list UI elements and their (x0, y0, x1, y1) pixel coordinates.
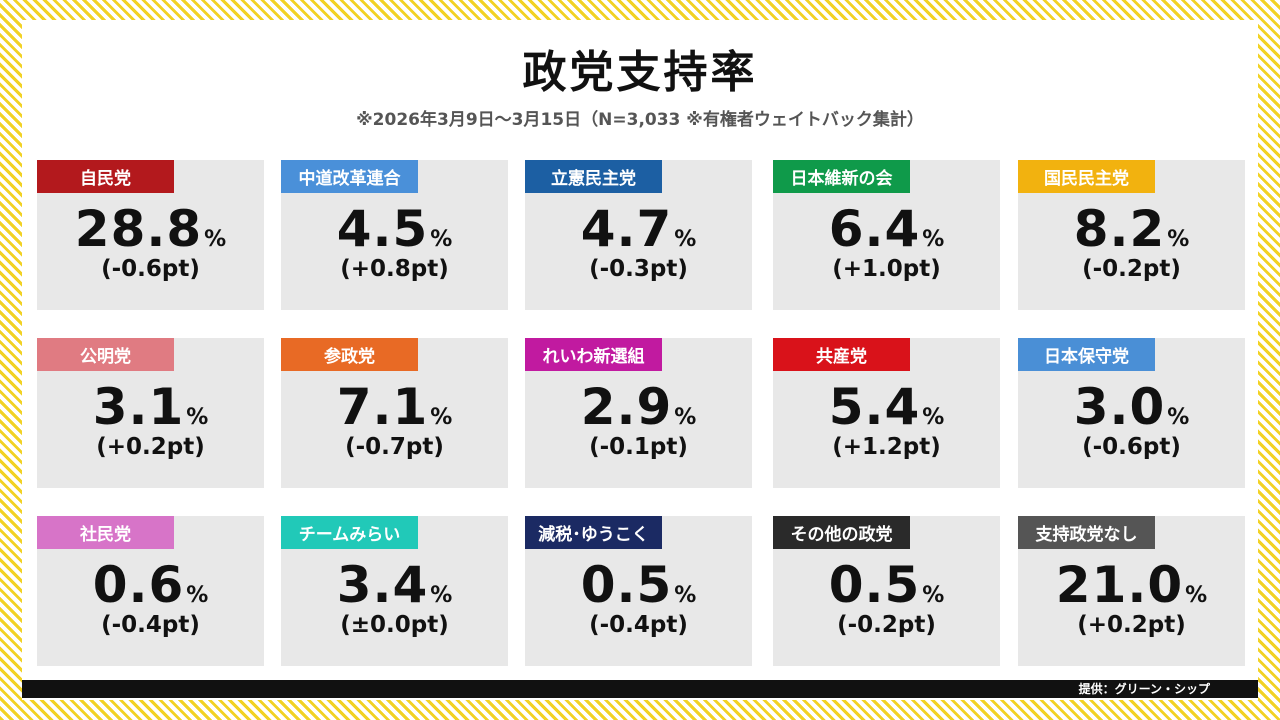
party-card: 自民党 28.8% (-0.6pt) (37, 160, 264, 310)
percent-sign: % (674, 405, 697, 430)
percent-sign: % (674, 227, 697, 252)
change-from-previous: (+1.2pt) (832, 434, 941, 460)
support-rate-value: 0.5 (580, 556, 673, 614)
party-name-badge: 減税･ゆうこく (525, 516, 662, 549)
percent-sign: % (204, 227, 227, 252)
support-rate-value: 3.1 (92, 378, 185, 436)
support-rate: 28.8% (37, 204, 264, 254)
party-card: その他の政党 0.5% (-0.2pt) (773, 516, 1000, 666)
support-rate-value: 4.5 (336, 200, 429, 258)
support-rate-value: 5.4 (828, 378, 921, 436)
change-from-previous: (±0.0pt) (340, 612, 449, 638)
percent-sign: % (922, 405, 945, 430)
support-rate-value: 2.9 (580, 378, 673, 436)
support-rate: 0.6% (37, 560, 264, 610)
party-name-badge: 中道改革連合 (281, 160, 418, 193)
support-rate: 4.7% (525, 204, 752, 254)
change-from-previous: (-0.6pt) (1082, 434, 1181, 460)
support-rate-value: 28.8 (74, 200, 203, 258)
change-from-previous: (-0.3pt) (589, 256, 688, 282)
change-from-previous: (-0.1pt) (589, 434, 688, 460)
percent-sign: % (922, 583, 945, 608)
support-rate: 8.2% (1018, 204, 1245, 254)
party-name-badge: 公明党 (37, 338, 174, 371)
party-card: 社民党 0.6% (-0.4pt) (37, 516, 264, 666)
party-name-badge: 日本保守党 (1018, 338, 1155, 371)
party-card: 日本維新の会 6.4% (+1.0pt) (773, 160, 1000, 310)
credit-text: 提供：グリーン・シップ (1078, 682, 1210, 696)
change-from-previous: (+1.0pt) (832, 256, 941, 282)
support-rate-value: 21.0 (1055, 556, 1184, 614)
support-rate: 0.5% (773, 560, 1000, 610)
percent-sign: % (1167, 227, 1190, 252)
party-card: 国民民主党 8.2% (-0.2pt) (1018, 160, 1245, 310)
party-card: 日本保守党 3.0% (-0.6pt) (1018, 338, 1245, 488)
change-from-previous: (-0.4pt) (589, 612, 688, 638)
support-rate-value: 4.7 (580, 200, 673, 258)
percent-sign: % (186, 405, 209, 430)
party-name-badge: 国民民主党 (1018, 160, 1155, 193)
percent-sign: % (922, 227, 945, 252)
party-name-badge: 立憲民主党 (525, 160, 662, 193)
change-from-previous: (-0.4pt) (101, 612, 200, 638)
change-from-previous: (+0.2pt) (96, 434, 205, 460)
support-rate: 6.4% (773, 204, 1000, 254)
change-from-previous: (-0.7pt) (345, 434, 444, 460)
party-name-badge: 社民党 (37, 516, 174, 549)
party-card: 減税･ゆうこく 0.5% (-0.4pt) (525, 516, 752, 666)
party-card: 支持政党なし 21.0% (+0.2pt) (1018, 516, 1245, 666)
page-title: 政党支持率 (522, 47, 758, 98)
party-name-badge: 参政党 (281, 338, 418, 371)
change-from-previous: (-0.2pt) (1082, 256, 1181, 282)
party-card: チームみらい 3.4% (±0.0pt) (281, 516, 508, 666)
party-card: 中道改革連合 4.5% (+0.8pt) (281, 160, 508, 310)
support-rate: 3.1% (37, 382, 264, 432)
party-card: れいわ新選組 2.9% (-0.1pt) (525, 338, 752, 488)
party-card: 参政党 7.1% (-0.7pt) (281, 338, 508, 488)
party-name-badge: れいわ新選組 (525, 338, 662, 371)
percent-sign: % (430, 583, 453, 608)
support-rate-value: 0.6 (92, 556, 185, 614)
change-from-previous: (-0.6pt) (101, 256, 200, 282)
change-from-previous: (-0.2pt) (837, 612, 936, 638)
support-rate: 5.4% (773, 382, 1000, 432)
party-name-badge: 日本維新の会 (773, 160, 910, 193)
percent-sign: % (430, 227, 453, 252)
party-name-badge: 自民党 (37, 160, 174, 193)
support-rate-value: 8.2 (1073, 200, 1166, 258)
support-rate-value: 7.1 (336, 378, 429, 436)
support-rate: 3.4% (281, 560, 508, 610)
page-subtitle: ※2026年3月9日〜3月15日（N=3,033 ※有権者ウェイトバック集計） (356, 110, 924, 130)
percent-sign: % (430, 405, 453, 430)
support-rate: 0.5% (525, 560, 752, 610)
support-rate: 4.5% (281, 204, 508, 254)
support-rate: 3.0% (1018, 382, 1245, 432)
party-card: 立憲民主党 4.7% (-0.3pt) (525, 160, 752, 310)
support-rate-value: 0.5 (828, 556, 921, 614)
percent-sign: % (1167, 405, 1190, 430)
support-rate: 2.9% (525, 382, 752, 432)
percent-sign: % (1185, 583, 1208, 608)
party-card: 共産党 5.4% (+1.2pt) (773, 338, 1000, 488)
percent-sign: % (186, 583, 209, 608)
party-name-badge: その他の政党 (773, 516, 910, 549)
footer-bar: 提供：グリーン・シップ (22, 680, 1258, 698)
support-rate: 21.0% (1018, 560, 1245, 610)
support-rate: 7.1% (281, 382, 508, 432)
party-card: 公明党 3.1% (+0.2pt) (37, 338, 264, 488)
support-rate-value: 6.4 (828, 200, 921, 258)
change-from-previous: (+0.2pt) (1077, 612, 1186, 638)
party-name-badge: 支持政党なし (1018, 516, 1155, 549)
support-rate-value: 3.0 (1073, 378, 1166, 436)
support-rate-value: 3.4 (336, 556, 429, 614)
percent-sign: % (674, 583, 697, 608)
party-name-badge: 共産党 (773, 338, 910, 371)
change-from-previous: (+0.8pt) (340, 256, 449, 282)
party-name-badge: チームみらい (281, 516, 418, 549)
